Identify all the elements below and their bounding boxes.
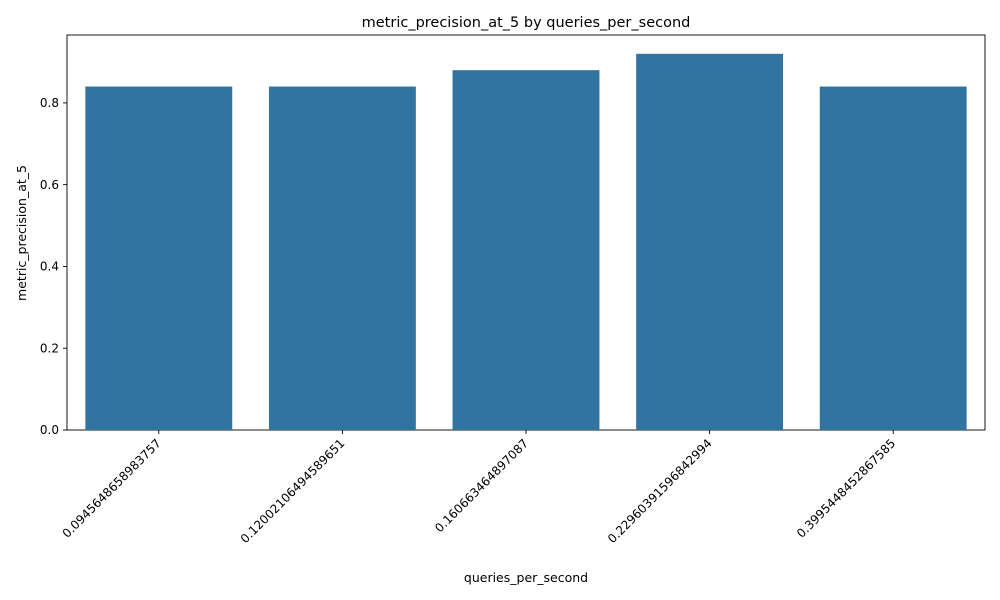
- y-axis: 0.0 0.2 0.4 0.6 0.8: [40, 96, 67, 437]
- x-tick-label-4: 0.3995448452867585: [794, 436, 898, 540]
- bar-4: [819, 86, 967, 431]
- x-axis-label: queries_per_second: [464, 570, 588, 585]
- bar-2: [452, 70, 600, 431]
- y-tick-label-2: 0.4: [40, 260, 59, 274]
- y-tick-label-3: 0.6: [40, 178, 59, 192]
- x-tick-label-0: 0.0945648658983757: [60, 436, 164, 540]
- x-axis: 0.0945648658983757 0.1200210649458965​1 0.…: [60, 430, 898, 546]
- y-tick-label-0: 0.0: [40, 423, 59, 437]
- chart-title: metric_precision_at_5 by queries_per_sec…: [362, 15, 691, 31]
- y-tick-label-4: 0.8: [40, 96, 59, 110]
- y-axis-label: metric_precision_at_5: [14, 165, 29, 301]
- x-tick-label-2: 0.16066346489708​7: [432, 436, 531, 535]
- x-tick-label-1: 0.1200210649458965​1: [238, 436, 348, 546]
- bars: [85, 53, 967, 431]
- bar-3: [636, 53, 784, 431]
- y-tick-label-1: 0.2: [40, 341, 59, 355]
- bar-0: [85, 86, 233, 431]
- bar-1: [268, 86, 416, 431]
- x-tick-label-3: 0.2296039159684299​4: [605, 436, 715, 546]
